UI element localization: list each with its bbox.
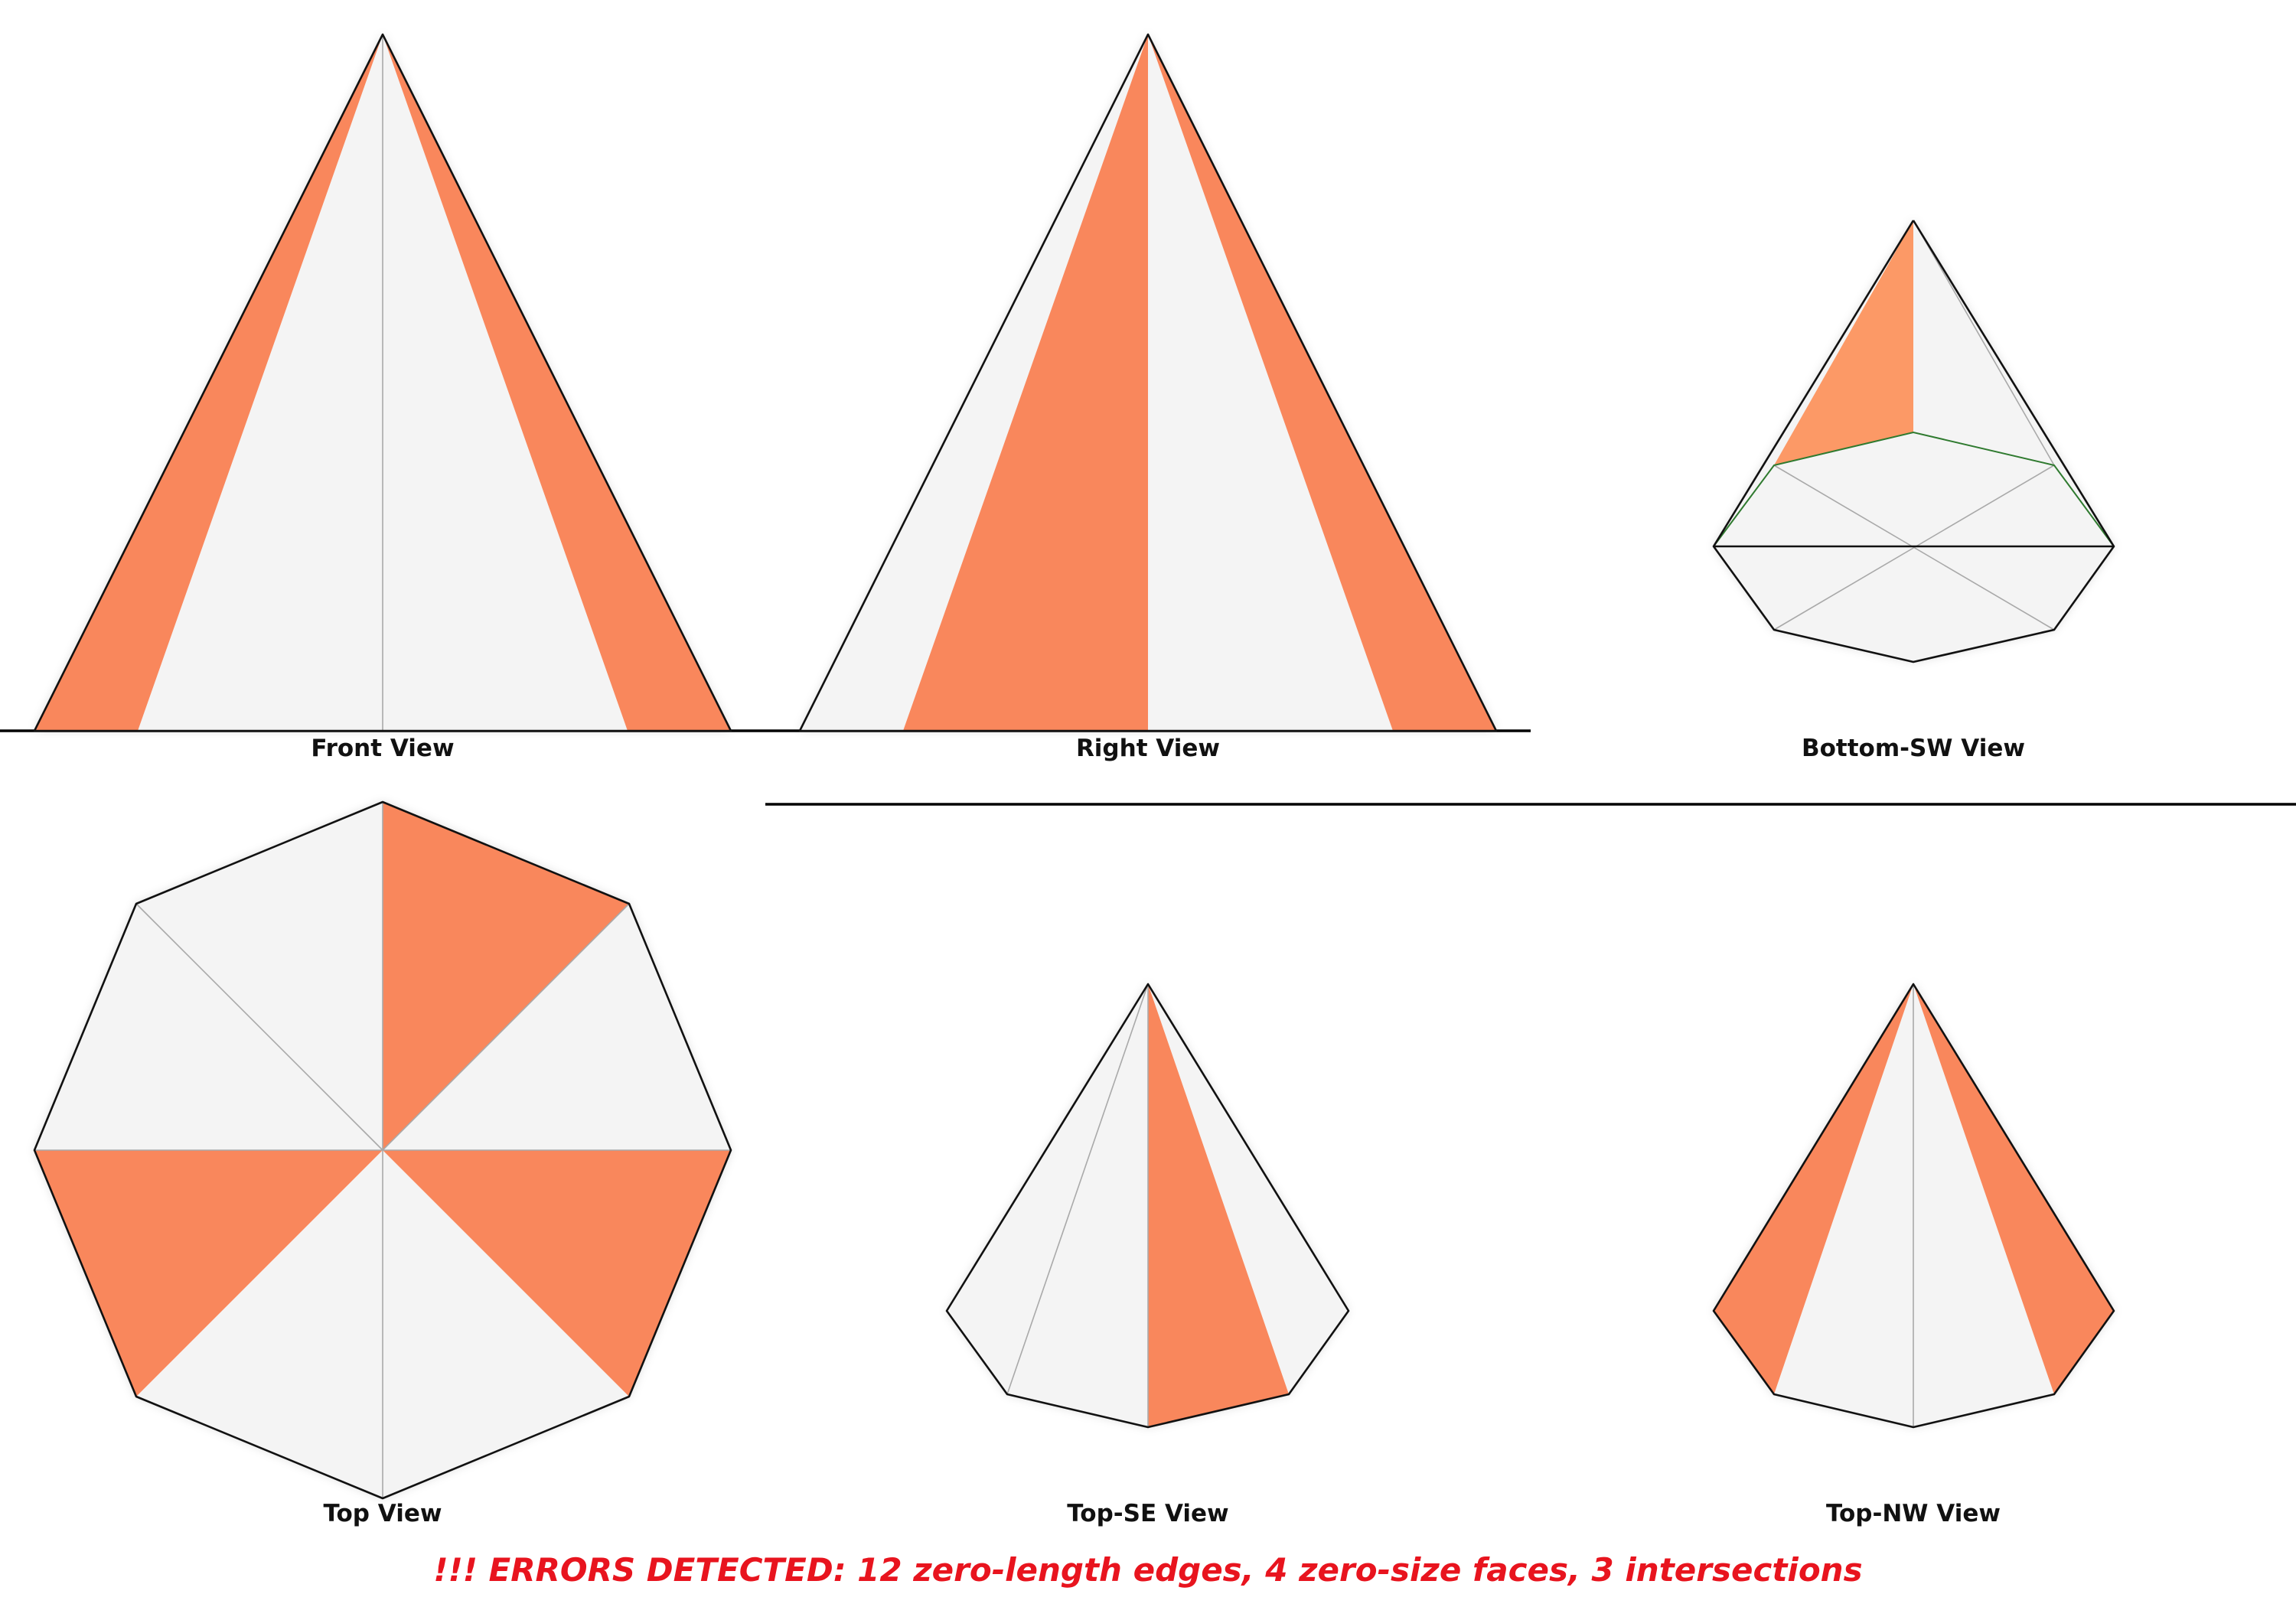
top-nw-view-label: Top-NW View [1826, 1500, 2001, 1527]
top-se-view-label: Top-SE View [1067, 1500, 1228, 1527]
right-view-label: Right View [1076, 735, 1220, 762]
top-view: Top View [33, 800, 732, 1527]
top-se-view: Top-SE View [945, 983, 1350, 1527]
right-view: Right View [798, 33, 1498, 762]
top-nw-view: Top-NW View [1712, 983, 2115, 1527]
bottom-sw-view-label: Bottom-SW View [1802, 735, 2025, 762]
front-view-label: Front View [311, 735, 454, 762]
bottom-sw-view: Bottom-SW View [1712, 220, 2115, 762]
top-view-label: Top View [323, 1500, 442, 1527]
front-view: Front View [33, 33, 732, 762]
error-message: !!! ERRORS DETECTED: 12 zero-length edge… [433, 1551, 1862, 1589]
